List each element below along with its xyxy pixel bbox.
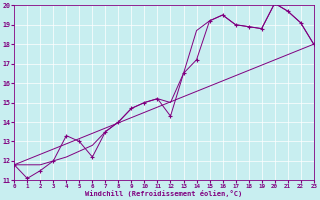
X-axis label: Windchill (Refroidissement éolien,°C): Windchill (Refroidissement éolien,°C) <box>85 190 243 197</box>
